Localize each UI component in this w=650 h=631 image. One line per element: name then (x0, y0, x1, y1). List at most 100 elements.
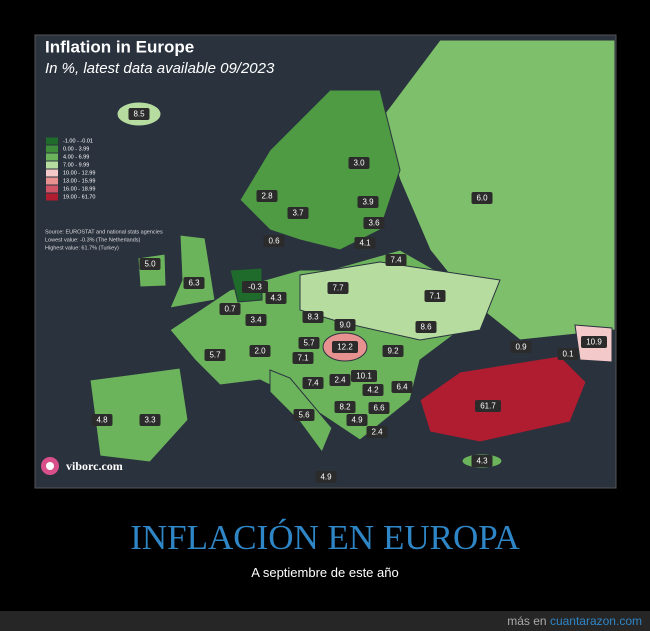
label-box (292, 352, 314, 364)
value-label: 8.3 (307, 313, 319, 322)
value-label: 3.9 (362, 198, 374, 207)
value-label: 4.2 (367, 386, 379, 395)
label-box (424, 290, 446, 302)
value-label: 6.3 (188, 279, 200, 288)
label-box (362, 384, 384, 396)
legend-label: 7.00 - 9.99 (63, 162, 89, 168)
label-box (302, 377, 324, 389)
legend-label: 19.00 - 61.70 (63, 194, 95, 200)
value-label: 9.0 (339, 321, 351, 330)
label-box (245, 314, 267, 326)
value-label: 2.4 (371, 428, 383, 437)
legend: -1.00 - -0.01 0.00 - 3.99 4.00 - 6.99 7.00 … (46, 137, 95, 201)
legend-swatch (46, 153, 58, 161)
footer: más en cuantarazon.com (507, 614, 642, 628)
value-label: 7.4 (390, 256, 402, 265)
value-label: 61.7 (480, 402, 496, 411)
label-box (354, 237, 376, 249)
value-label: 0.9 (515, 343, 527, 352)
label-box (128, 108, 150, 120)
label-box (249, 345, 271, 357)
label-box (139, 414, 161, 426)
label-box (91, 414, 113, 426)
value-label: 4.3 (476, 457, 488, 466)
legend-label: 10.00 - 12.99 (63, 170, 95, 176)
label-box (475, 400, 501, 412)
value-label: 0.1 (562, 350, 574, 359)
value-label: 10.9 (586, 338, 602, 347)
value-label: 6.0 (476, 194, 488, 203)
map-subtitle: In %, latest data available 09/2023 (45, 60, 275, 77)
legend-label: 13.00 - 15.99 (63, 178, 95, 184)
legend-label: 4.00 - 6.99 (63, 154, 89, 160)
logo-text: viborc.com (66, 459, 123, 473)
label-box (366, 426, 388, 438)
value-label: 5.7 (209, 351, 221, 360)
caption-title: INFLACIÓN EN EUROPA (130, 518, 520, 557)
legend-swatch (46, 137, 58, 145)
legend-swatch (46, 169, 58, 177)
footer-link[interactable]: cuantarazon.com (549, 614, 642, 628)
label-box (265, 292, 287, 304)
legend-label: 0.00 - 3.99 (63, 146, 89, 152)
value-label: 7.1 (297, 354, 309, 363)
value-label: 5.0 (144, 260, 156, 269)
label-box (332, 341, 358, 353)
footer-bar: más en cuantarazon.com (0, 611, 650, 631)
label-box (315, 471, 337, 483)
legend-swatch (46, 161, 58, 169)
label-box (139, 258, 161, 270)
value-label: 10.1 (356, 372, 372, 381)
value-label: 8.2 (339, 403, 351, 412)
label-box (183, 277, 205, 289)
label-box (557, 348, 579, 360)
legend-swatch (46, 145, 58, 153)
label-box (510, 341, 532, 353)
label-box (327, 282, 349, 294)
value-label: 2.4 (334, 376, 346, 385)
label-box (415, 321, 437, 333)
value-label: -0.3 (248, 283, 262, 292)
label-box (363, 217, 385, 229)
label-box (242, 281, 268, 293)
label-box (329, 374, 351, 386)
label-box (334, 401, 356, 413)
logo-icon-dot (46, 462, 54, 470)
value-label: 4.3 (270, 294, 282, 303)
label-box (298, 337, 320, 349)
footer-prefix: más en (507, 614, 547, 628)
value-label: 3.6 (368, 219, 380, 228)
label-box (287, 207, 309, 219)
label-box (471, 192, 493, 204)
note: Lowest value: -0.3% (The Netherlands) (45, 237, 141, 243)
label-box (263, 235, 285, 247)
label-box (293, 409, 315, 421)
value-label: 3.4 (250, 316, 262, 325)
value-label: 5.6 (298, 411, 310, 420)
map-title: Inflation in Europe (45, 37, 194, 56)
value-label: 0.7 (224, 305, 236, 314)
legend-swatch (46, 185, 58, 193)
label-box (385, 254, 407, 266)
value-label: 12.2 (337, 343, 353, 352)
caption-subtitle: A septiembre de este año (251, 565, 399, 580)
label-box (357, 196, 379, 208)
value-label: 9.2 (387, 347, 399, 356)
value-label: 5.7 (303, 339, 315, 348)
note: Highest value: 61.7% (Turkey) (45, 245, 119, 251)
value-label: 8.5 (133, 110, 145, 119)
label-box (368, 402, 390, 414)
value-label: 3.7 (292, 209, 304, 218)
value-label: 2.8 (261, 192, 273, 201)
legend-swatch (46, 193, 58, 201)
legend-label: 16.00 - 18.99 (63, 186, 95, 192)
land (89, 39, 616, 469)
label-box (334, 319, 356, 331)
value-label: 4.9 (351, 416, 363, 425)
label-box (391, 381, 413, 393)
value-label: 6.4 (396, 383, 408, 392)
value-label: 4.1 (359, 239, 371, 248)
value-label: 3.0 (353, 159, 365, 168)
label-box (256, 190, 278, 202)
